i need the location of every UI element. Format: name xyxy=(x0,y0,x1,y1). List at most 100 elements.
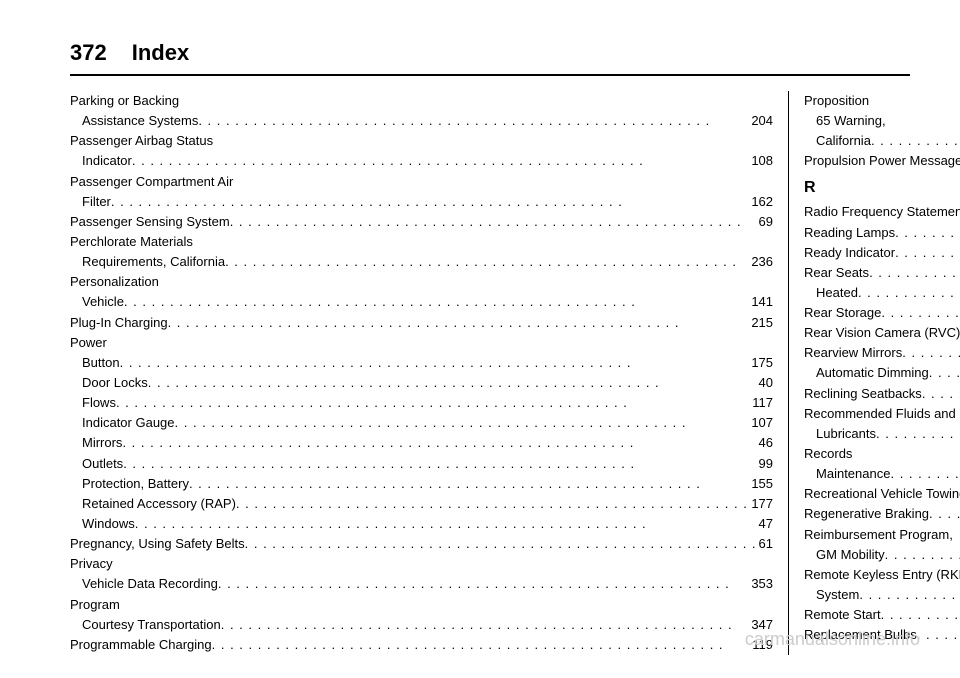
entry-label: Remote Keyless Entry (RKE) xyxy=(804,565,960,585)
leader-dots xyxy=(111,192,749,212)
entry-label: California xyxy=(816,131,871,151)
leader-dots xyxy=(871,131,960,151)
entry-page: 204 xyxy=(749,111,773,131)
section-title: Index xyxy=(132,40,189,66)
entry-label: Ready Indicator xyxy=(804,243,895,263)
entry-label: Button xyxy=(82,353,120,373)
entry-label: Reclining Seatbacks xyxy=(804,384,922,404)
leader-dots xyxy=(148,373,757,393)
entry-label: Indicator Gauge xyxy=(82,413,175,433)
entry-page: 353 xyxy=(749,574,773,594)
index-group: Records xyxy=(804,444,960,464)
entry-label: Radio Frequency Statement xyxy=(804,202,960,222)
index-entry: Mirrors 46 xyxy=(70,433,773,453)
leader-dots xyxy=(922,384,960,404)
index-entry: Rear Vision Camera (RVC)204 xyxy=(804,323,960,343)
index-entry: Protection, Battery155 xyxy=(70,474,773,494)
leader-dots xyxy=(123,454,756,474)
index-entry: Vehicle Data Recording 353 xyxy=(70,574,773,594)
entry-label: Power xyxy=(70,333,107,353)
leader-dots xyxy=(881,605,960,625)
entry-label: Personalization xyxy=(70,272,159,292)
entry-page: 177 xyxy=(749,494,773,514)
entry-label: Retained Accessory (RAP) xyxy=(82,494,236,514)
entry-page: 215 xyxy=(749,313,773,333)
entry-label: Vehicle xyxy=(82,292,124,312)
entry-label: Requirements, California xyxy=(82,252,225,272)
index-entry: Passenger Sensing System 69 xyxy=(70,212,773,232)
index-entry: Recreational Vehicle Towing312 xyxy=(804,484,960,504)
column-1: Parking or BackingAssistance Systems 204 P… xyxy=(70,91,789,655)
entry-page: 46 xyxy=(757,433,773,453)
leader-dots xyxy=(124,292,749,312)
index-entry: Maintenance336 xyxy=(804,464,960,484)
leader-dots xyxy=(869,263,960,283)
entry-label: Indicator xyxy=(82,151,132,171)
entry-label: Courtesy Transportation xyxy=(82,615,221,635)
entry-label: Door Locks xyxy=(82,373,148,393)
entry-page: 69 xyxy=(757,212,773,232)
leader-dots xyxy=(858,283,960,303)
entry-label: Vehicle Data Recording xyxy=(82,574,218,594)
leader-dots xyxy=(116,393,750,413)
index-group: Reimbursement Program, xyxy=(804,525,960,545)
leader-dots xyxy=(929,504,960,524)
entry-label: 65 Warning, xyxy=(816,111,886,131)
index-group: Remote Keyless Entry (RKE) xyxy=(804,565,960,585)
entry-label: System xyxy=(816,585,859,605)
leader-dots xyxy=(881,303,960,323)
entry-label: Reading Lamps xyxy=(804,223,895,243)
index-entry: Plug-In Charging215 xyxy=(70,313,773,333)
entry-label: Filter xyxy=(82,192,111,212)
entry-label: Automatic Dimming xyxy=(816,363,929,383)
index-entry: Outlets99 xyxy=(70,454,773,474)
entry-label: Recreational Vehicle Towing xyxy=(804,484,960,504)
entry-page: 47 xyxy=(757,514,773,534)
index-entry: Indicator 108 xyxy=(70,151,773,171)
entry-label: Assistance Systems xyxy=(82,111,198,131)
entry-page: 155 xyxy=(749,474,773,494)
leader-dots xyxy=(236,494,749,514)
entry-label: Rear Seats xyxy=(804,263,869,283)
entry-label: Mirrors xyxy=(82,433,122,453)
entry-page: 107 xyxy=(749,413,773,433)
entry-page: 61 xyxy=(757,534,773,554)
index-entry: Indicator Gauge 107 xyxy=(70,413,773,433)
leader-dots xyxy=(225,252,749,272)
leader-dots xyxy=(885,545,960,565)
entry-label: Parking or Backing xyxy=(70,91,179,111)
index-entry: Reclining Seatbacks53 xyxy=(804,384,960,404)
leader-dots xyxy=(917,625,960,645)
entry-label: GM Mobility xyxy=(816,545,885,565)
leader-dots xyxy=(859,585,960,605)
entry-page: 108 xyxy=(749,151,773,171)
entry-page: 175 xyxy=(749,353,773,373)
entry-label: Passenger Compartment Air xyxy=(70,172,233,192)
index-entry: Heated57 xyxy=(804,283,960,303)
entry-label: Proposition xyxy=(804,91,869,111)
entry-label: Perchlorate Materials xyxy=(70,232,193,252)
index-entry: Rear Seats55 xyxy=(804,263,960,283)
leader-dots xyxy=(212,635,751,655)
leader-dots xyxy=(876,424,960,444)
index-entry: Vehicle141 xyxy=(70,292,773,312)
entry-label: Passenger Sensing System xyxy=(70,212,230,232)
index-group: Power xyxy=(70,333,773,353)
entry-label: Reimbursement Program, xyxy=(804,525,953,545)
entry-label: Recommended Fluids and xyxy=(804,404,956,424)
index-page: 372 Index Parking or BackingAssistance S… xyxy=(0,0,960,675)
index-entry: Propulsion Power Messages138 xyxy=(804,151,960,171)
leader-dots xyxy=(890,464,960,484)
leader-dots xyxy=(895,243,960,263)
entry-label: Flows xyxy=(82,393,116,413)
index-group: Perchlorate Materials xyxy=(70,232,773,252)
leader-dots xyxy=(245,534,757,554)
index-entry: Retained Accessory (RAP) 177 xyxy=(70,494,773,514)
entry-label: Records xyxy=(804,444,852,464)
index-entry: Automatic Dimming46 xyxy=(804,363,960,383)
index-entry: Windows47 xyxy=(70,514,773,534)
index-columns: Parking or BackingAssistance Systems 204 P… xyxy=(70,91,910,655)
page-number: 372 xyxy=(70,40,107,66)
index-letter: R xyxy=(804,176,960,201)
leader-dots xyxy=(175,413,750,433)
